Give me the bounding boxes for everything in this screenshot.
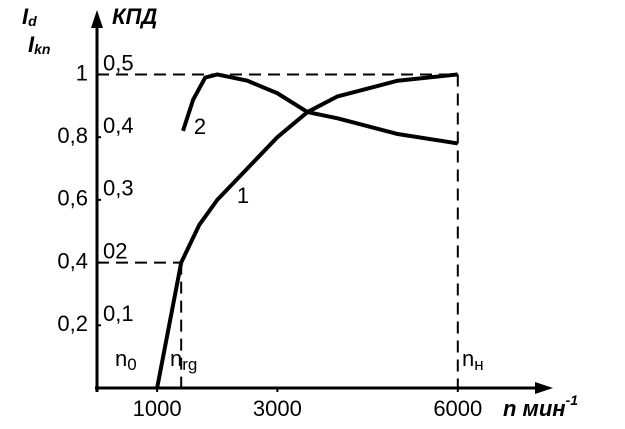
y-label: Id [22,4,37,29]
y-label-main: I [22,4,29,29]
series-label: 1 [237,183,249,208]
annotation: n0 [115,346,137,375]
annotation-sub: 0 [127,355,136,374]
y-label-sub: d [28,13,37,29]
x-axis-arrow [535,382,553,394]
x-tick-label: 3000 [253,396,302,421]
y-label-denominator-main: I [28,32,35,57]
series-label: 2 [194,114,206,139]
annotation-main: n [115,346,127,371]
x-label: n мин-1 [503,392,578,421]
y-label-denominator-sub: kn [34,41,50,57]
y-tick-label: 0,2 [57,311,88,336]
annotation: nн [462,346,484,375]
y-tick-label: 0,6 [57,186,88,211]
y2-label: КПД [112,4,157,29]
x-tick-label: 1000 [133,396,182,421]
annotation-sub: н [474,355,483,374]
y-tick-label: 1 [76,60,88,85]
y2-tick-label: 0,4 [103,113,134,138]
y-tick-label: 0,4 [57,248,88,273]
x-label-sup: -1 [566,392,579,408]
y-tick-label: 0,8 [57,123,88,148]
annotation-sub: rg [182,355,197,374]
x-label-main: n мин [503,396,566,421]
annotation-main: n [462,346,474,371]
x-tick-label: 6000 [433,396,482,421]
y-axis-arrow [91,10,103,28]
series-line [181,72,459,146]
y2-tick-label: 0,3 [103,176,134,201]
series-line [155,72,459,389]
annotation-main: n [170,346,182,371]
y-label-denominator: Ikn [28,32,50,57]
y2-tick-label: 02 [103,238,127,263]
y2-tick-label: 0,5 [103,50,134,75]
annotation: nrg [170,346,197,375]
y2-tick-label: 0,1 [103,301,134,326]
